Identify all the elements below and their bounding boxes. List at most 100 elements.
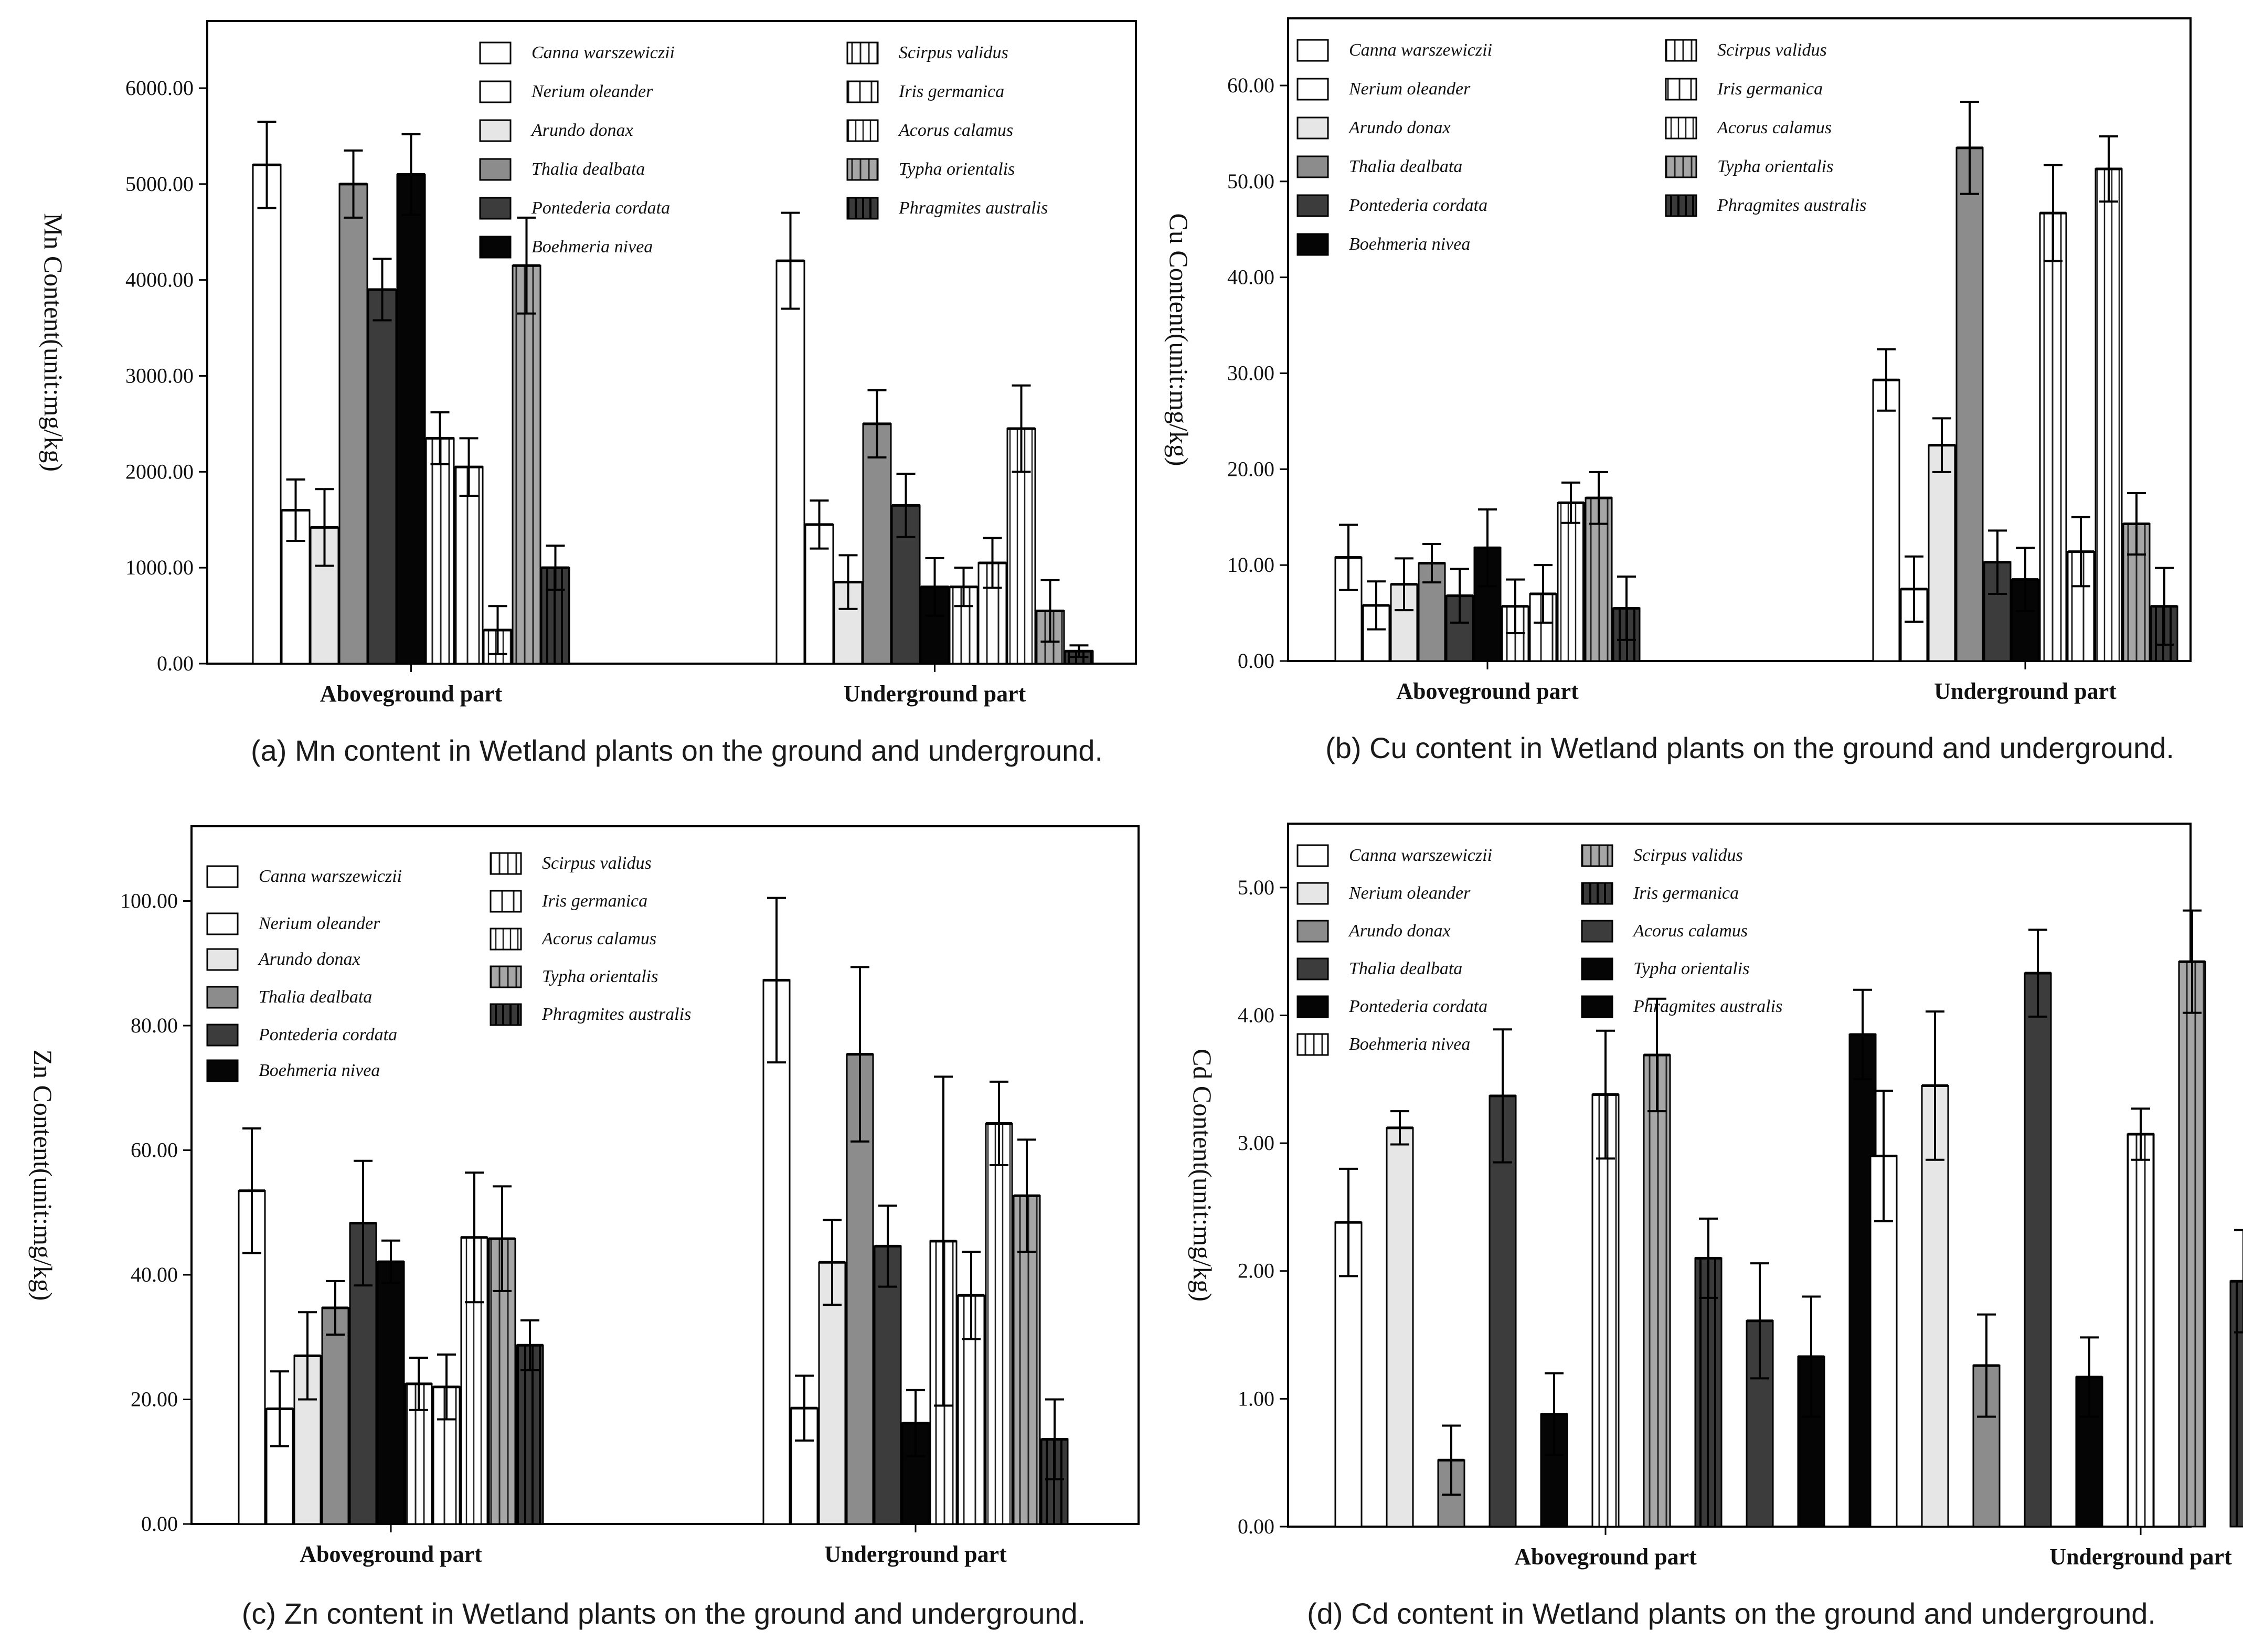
legend-swatch [206, 948, 239, 971]
legend-swatch [1665, 194, 1697, 217]
bar-c-0-10 [516, 1344, 544, 1525]
bar-b-1-2 [1928, 444, 1956, 662]
legend-swatch [1665, 116, 1697, 140]
legend-label: Thalia dealbata [259, 987, 372, 1007]
x-category-label: Aboveground part [300, 1541, 482, 1567]
legend-swatch [206, 912, 239, 935]
legend-swatch [1296, 882, 1329, 905]
y-tick-label: 4.00 [1238, 1003, 1274, 1027]
bar-d-1-7 [2229, 1280, 2243, 1528]
bar-a-0-5 [396, 174, 426, 665]
figure-caption: (a) Mn content in Wetland plants on the … [251, 734, 1103, 767]
bar-d-0-6 [1643, 1054, 1671, 1528]
bar-a-0-3 [338, 183, 368, 665]
chart-panel-b: 0.00 10.00 20.00 30.00 40.00 50.00 60.00 Cu Con… [1164, 17, 2192, 764]
legend-swatch [846, 119, 879, 142]
bar-d-0-1 [1386, 1127, 1414, 1528]
legend-swatch [206, 865, 239, 888]
x-category-label: Underground part [824, 1541, 1007, 1567]
y-axis-label: Zn Content(unit:mg/kg) [28, 1049, 58, 1301]
bar-a-1-2 [833, 581, 863, 665]
bar-b-1-0 [1872, 379, 1900, 662]
legend-swatch [1296, 194, 1329, 217]
bar-b-0-8 [1557, 502, 1585, 662]
bar-a-0-6 [425, 437, 455, 665]
legend-label: Phragmites australis [1633, 997, 1782, 1016]
y-tick-label: 0.00 [157, 652, 194, 675]
bar-b-0-9 [1585, 497, 1613, 662]
legend-label: Thalia dealbata [1349, 157, 1462, 176]
chart-panel-d: 0.00 1.00 2.00 3.00 4.00 5.00 Cd Content(unit:… [1188, 823, 2243, 1630]
legend-swatch [1665, 39, 1697, 62]
legend-swatch [1296, 957, 1329, 980]
legend-label: Scirpus validus [1717, 40, 1827, 60]
y-tick-label: 3000.00 [125, 364, 194, 387]
legend-swatch [490, 852, 522, 875]
bar-b-1-8 [2095, 168, 2123, 662]
legend-label: Canna warszewiczii [531, 43, 675, 62]
legend-label: Arundo donax [258, 950, 360, 969]
legend-label: Phragmites australis [898, 198, 1048, 218]
legend-label: Scirpus validus [1633, 846, 1743, 865]
figure-caption: (c) Zn content in Wetland plants on the … [242, 1597, 1086, 1630]
legend-label: Iris germanica [1717, 79, 1823, 99]
legend-swatch [206, 1024, 239, 1047]
bar-c-1-0 [762, 979, 791, 1525]
legend-label: Nerium oleander [531, 82, 653, 101]
y-tick-label: 1000.00 [125, 556, 194, 579]
y-tick-label: 50.00 [1227, 169, 1274, 193]
bar-c-0-3 [321, 1307, 349, 1525]
legend-label: Thalia dealbata [1349, 959, 1462, 978]
legend-swatch [479, 119, 512, 142]
bar-d-0-7 [1694, 1257, 1723, 1528]
bar-d-1-3 [2024, 972, 2052, 1528]
legend-label: Arundo donax [1348, 118, 1451, 137]
y-tick-label: 30.00 [1227, 361, 1274, 385]
legend-label: Pontederia cordata [258, 1025, 397, 1045]
legend-swatch [479, 197, 512, 220]
y-tick-label: 5.00 [1238, 876, 1274, 899]
legend-swatch [1296, 920, 1329, 943]
y-tick-label: 40.00 [1227, 265, 1274, 289]
y-tick-label: 6000.00 [125, 76, 194, 100]
legend-swatch [490, 965, 522, 988]
legend-swatch [1665, 78, 1697, 101]
legend-label: Pontederia cordata [531, 198, 670, 218]
figure-caption: (d) Cd content in Wetland plants on the … [1307, 1597, 2156, 1630]
legend-label: Acorus calamus [1632, 921, 1748, 941]
legend-label: Nerium oleander [1348, 79, 1471, 99]
legend-label: Nerium oleander [1348, 883, 1471, 903]
y-axis-label: Cu Content(unit:mg/kg) [1164, 214, 1194, 466]
bar-a-1-3 [862, 423, 892, 665]
y-tick-label: 0.00 [141, 1512, 178, 1536]
legend-swatch [479, 158, 512, 181]
y-axis-label: Cd Content(unit:mg/kg) [1188, 1049, 1217, 1302]
legend-label: Arundo donax [1348, 921, 1451, 941]
legend-swatch [1296, 155, 1329, 178]
y-tick-label: 60.00 [131, 1138, 178, 1162]
bar-c-1-2 [818, 1261, 846, 1525]
legend-swatch [1581, 995, 1613, 1018]
legend-label: Scirpus validus [899, 43, 1008, 62]
legend-swatch [1665, 155, 1697, 178]
y-tick-label: 20.00 [1227, 457, 1274, 481]
legend-swatch [1296, 1033, 1329, 1056]
legend-label: Acorus calamus [898, 121, 1013, 140]
legend-swatch [479, 80, 512, 103]
legend-label: Typha orientalis [1717, 157, 1833, 176]
legend-swatch [206, 986, 239, 1009]
y-tick-label: 2.00 [1238, 1259, 1274, 1283]
legend-swatch [1296, 844, 1329, 867]
legend-label: Iris germanica [541, 891, 647, 911]
legend-swatch [206, 1059, 239, 1082]
legend-label: Canna warszewiczii [259, 867, 402, 886]
legend-swatch [846, 41, 879, 65]
legend-label: Typha orientalis [899, 159, 1015, 179]
y-tick-label: 4000.00 [125, 268, 194, 292]
legend-swatch [846, 197, 879, 220]
legend-swatch [1581, 957, 1613, 980]
legend-label: Boehmeria nivea [531, 237, 653, 257]
bar-d-1-6 [2178, 961, 2206, 1528]
legend-swatch [1581, 920, 1613, 943]
